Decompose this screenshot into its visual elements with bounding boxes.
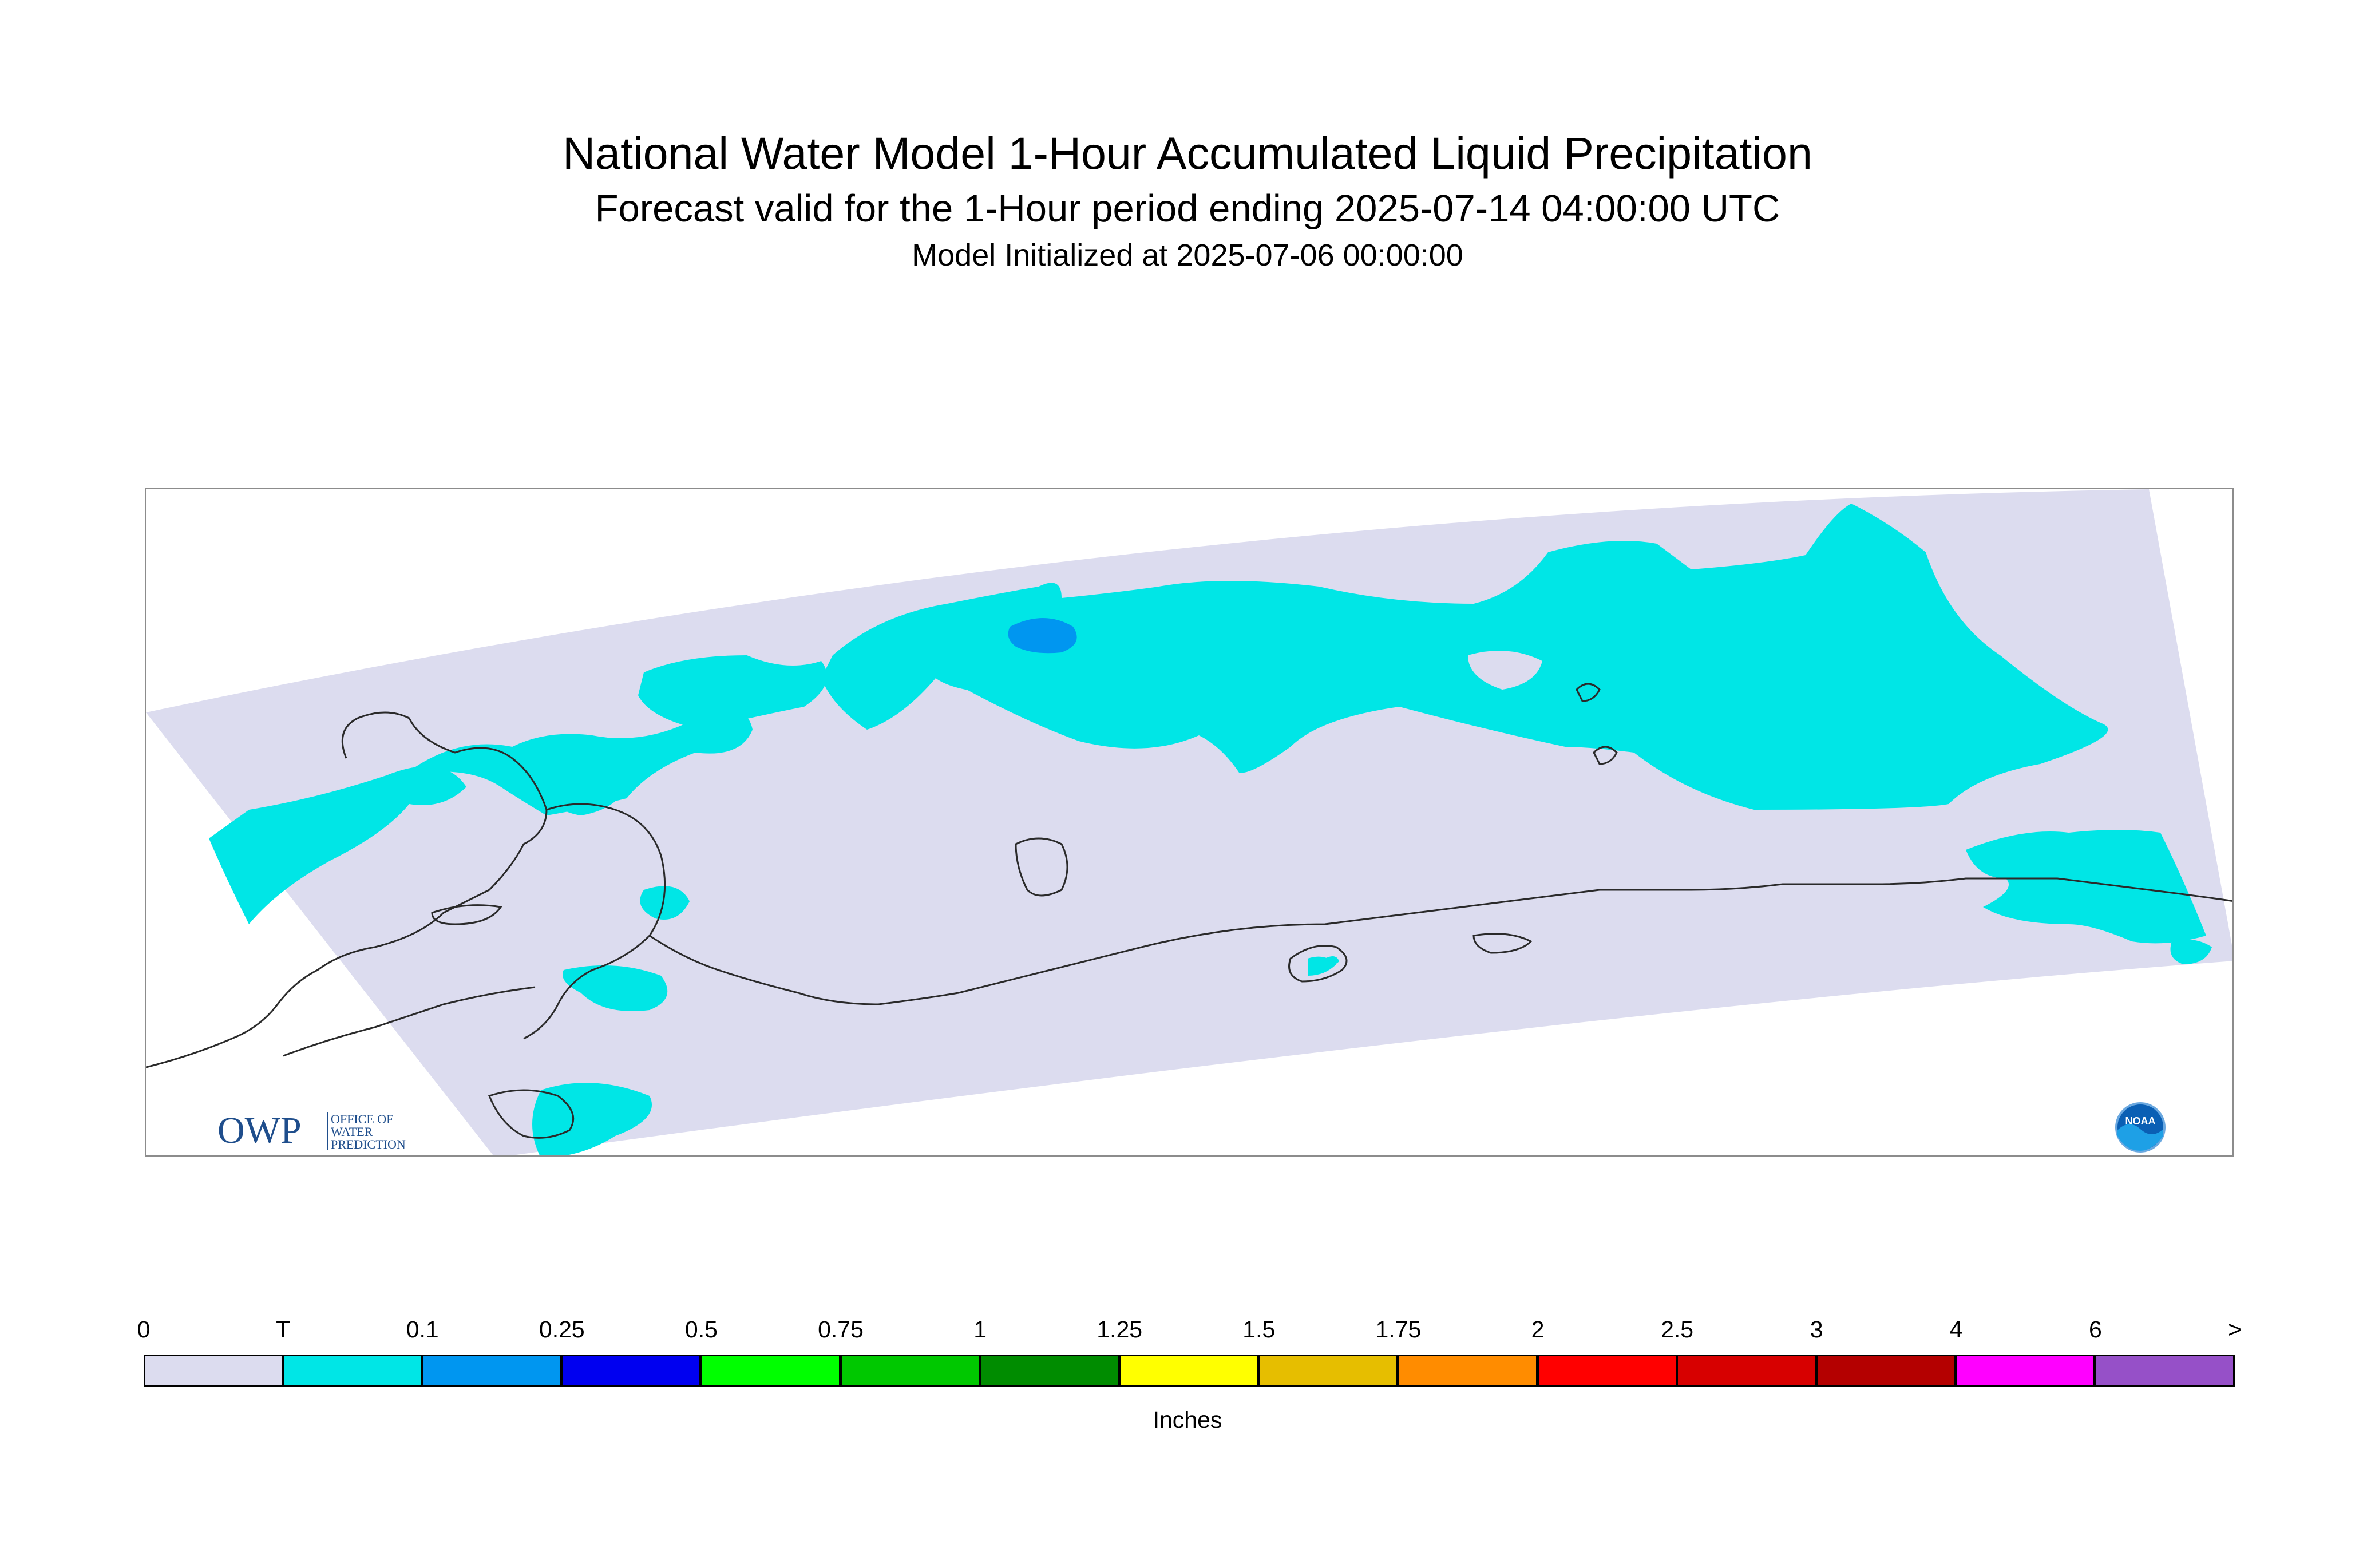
precip-area-southwest	[563, 965, 668, 1011]
owp-logo-text: OWP	[217, 1110, 302, 1151]
colorbar-tick-label: 2.5	[1661, 1316, 1694, 1343]
owp-logo-graphic: OWP OFFICE OF WATER PREDICTION	[217, 1110, 406, 1151]
colorbar-units: Inches	[1153, 1407, 1222, 1433]
noaa-logo: NOAA	[2115, 1102, 2166, 1155]
forecast-valid-subtitle: Forecast valid for the 1-Hour period end…	[595, 187, 1780, 230]
coastline-aleutians	[283, 986, 536, 1057]
colorbar-tick-label: 4	[1949, 1316, 1963, 1343]
colorbar-swatch	[282, 1355, 423, 1387]
noaa-logo-graphic: NOAA	[2115, 1102, 2166, 1153]
precipitation-map	[146, 489, 2232, 1155]
precip-area-east	[1966, 830, 2206, 944]
owp-logo-line2: WATER	[331, 1124, 373, 1139]
colorbar-tick-label: 0.1	[406, 1316, 439, 1343]
coastline-kenai	[1288, 945, 1348, 983]
model-init-line: Model Initialized at 2025-07-06 00:00:00	[912, 238, 1463, 272]
precip-area-sw-corner	[532, 1083, 652, 1155]
colorbar-swatch	[1118, 1355, 1259, 1387]
colorbar-tick-label: 6	[2088, 1316, 2102, 1343]
colorbar-swatch	[1815, 1355, 1956, 1387]
colorbar-tick-label: 0	[137, 1316, 151, 1343]
colorbar-tick-label: >	[2228, 1316, 2242, 1343]
colorbar-swatch	[1955, 1355, 2096, 1387]
owp-logo: OWP OFFICE OF WATER PREDICTION	[217, 1107, 423, 1155]
colorbar-tick-label: 2	[1531, 1316, 1545, 1343]
colorbar-tick-label: T	[276, 1316, 291, 1343]
colorbar-swatch	[1676, 1355, 1817, 1387]
colorbar-swatch	[144, 1355, 283, 1387]
coastline-st-lawrence	[1576, 683, 1601, 702]
colorbar-tick-label: 1	[973, 1316, 987, 1343]
colorbar-tick-label: 3	[1810, 1316, 1823, 1343]
colorbar-swatch	[1258, 1355, 1399, 1387]
coastline-sw-island	[431, 904, 502, 925]
precip-area-west-small	[555, 781, 627, 815]
colorbar-swatch	[421, 1355, 562, 1387]
precip-area-bristol	[640, 886, 690, 920]
precip-area-west-mid	[403, 709, 753, 815]
precip-area-hole	[1468, 651, 1542, 690]
coastline-kodiak	[1472, 933, 1533, 954]
precip-area-central	[821, 587, 1059, 730]
coastline-small-island	[1593, 746, 1618, 765]
colorbar-swatch	[840, 1355, 980, 1387]
trace-precip-areas	[209, 504, 2212, 1155]
colorbar-tick-label: 1.75	[1375, 1316, 1422, 1343]
coastline-south	[649, 877, 2232, 1005]
map-title: National Water Model 1-Hour Accumulated …	[563, 128, 1812, 179]
owp-logo-line3: PREDICTION	[331, 1137, 406, 1151]
coastlines	[146, 683, 2232, 1139]
precip-area-light-blue	[1008, 618, 1077, 654]
precip-area-east-small	[2170, 939, 2212, 964]
precip-area-kodiak	[1325, 956, 1339, 965]
colorbar-tick-label: 0.75	[818, 1316, 864, 1343]
owp-logo-line1: OFFICE OF	[331, 1112, 393, 1126]
colorbar-swatch	[561, 1355, 702, 1387]
map-panel: OWP OFFICE OF WATER PREDICTION NOAA	[145, 488, 2234, 1157]
colorbar-tick-label: 0.5	[684, 1316, 718, 1343]
colorbar-swatch	[1537, 1355, 1677, 1387]
colorbar-tick-label: 1.25	[1097, 1316, 1143, 1343]
coastline-alaska-west	[146, 711, 548, 1068]
precip-area-west-upper	[209, 766, 466, 924]
colorbar-swatch	[979, 1355, 1120, 1387]
colorbar-tick-label: 1.5	[1242, 1316, 1276, 1343]
precip-area-northwest	[638, 655, 827, 730]
colorbar-swatch	[2094, 1355, 2235, 1387]
colorbar-swatch	[700, 1355, 841, 1387]
noaa-logo-text: NOAA	[2125, 1115, 2156, 1127]
coastline-southwest	[488, 1089, 575, 1139]
colorbar	[144, 1355, 2235, 1389]
colorbar-swatch	[1397, 1355, 1538, 1387]
coastline-inlet	[1015, 837, 1068, 897]
coastline-alaska-interior	[523, 803, 666, 1040]
colorbar-tick-label: 0.25	[539, 1316, 585, 1343]
